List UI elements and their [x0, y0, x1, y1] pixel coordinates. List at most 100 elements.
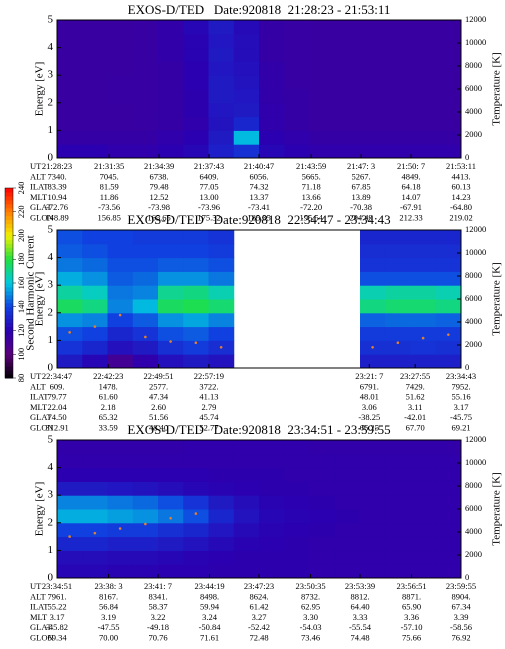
ephemeris-value: 3.17 — [50, 612, 65, 622]
ephemeris-value: 13.66 — [302, 192, 321, 202]
colorbar-swatch — [5, 314, 13, 320]
heatmap-cell — [57, 481, 83, 496]
heatmap-cell — [334, 495, 361, 510]
ephemeris-value: -52.42 — [248, 622, 270, 632]
ephemeris-value: 3.36 — [404, 612, 419, 622]
y-tick-label: 5 — [48, 224, 54, 236]
heatmap-cell — [57, 144, 83, 159]
heatmap-cell — [158, 130, 184, 145]
heatmap-cell — [233, 564, 260, 579]
heatmap-cell — [334, 509, 361, 524]
heatmap-cell — [183, 481, 209, 496]
heatmap-cell — [233, 89, 260, 104]
heatmap-cell — [284, 550, 310, 565]
ephemeris-value: 7429. — [406, 381, 425, 391]
ephemeris-value: 23:47:23 — [244, 581, 274, 591]
heatmap-cell — [132, 102, 159, 118]
heatmap-cell — [385, 509, 411, 524]
heatmap-cell — [233, 20, 260, 35]
ephemeris-value: 8341. — [148, 591, 167, 601]
heatmap-cell — [410, 116, 437, 131]
heatmap-cell — [284, 130, 310, 145]
heatmap-cell — [385, 130, 411, 145]
heatmap-cell — [410, 467, 437, 482]
heatmap-cell — [158, 144, 184, 159]
heatmap-cell — [309, 130, 336, 145]
ephemeris-value: 23:34:43 — [446, 371, 476, 381]
heatmap-cell — [410, 144, 437, 159]
heatmap-cell — [385, 89, 411, 104]
heatmap-cell — [385, 564, 411, 579]
ephemeris-value: 73.46 — [301, 632, 320, 642]
ephemeris-value: 3.33 — [353, 612, 368, 622]
heatmap-cell — [435, 467, 462, 482]
ephemeris-value: -73.96 — [198, 202, 220, 212]
heatmap-cell — [259, 522, 285, 538]
ephemeris-value: 7961. — [47, 591, 66, 601]
heatmap-cell — [208, 312, 235, 328]
heatmap-cell — [158, 102, 184, 118]
ephemeris-value: 7952. — [451, 381, 470, 391]
heatmap-cell — [360, 481, 386, 496]
heatmap-cell — [259, 564, 285, 579]
heatmap-cell — [107, 340, 134, 355]
heatmap-cell — [132, 47, 159, 62]
ephemeris-value: 74.50 — [47, 412, 66, 422]
heatmap-cell — [435, 20, 462, 35]
colorbar-swatch — [5, 195, 13, 201]
heatmap-cell — [158, 326, 184, 341]
y2-tick-label: 12000 — [465, 434, 486, 444]
heatmap-cell — [107, 536, 134, 551]
heatmap-cell — [284, 33, 310, 49]
heatmap-cell — [309, 481, 336, 496]
heatmap-cell — [183, 495, 209, 510]
ephemeris-value: 67.85 — [352, 182, 371, 192]
heatmap-cell — [158, 243, 184, 259]
colorbar-tick-label: 160 — [16, 277, 26, 290]
heatmap-cell — [82, 509, 108, 524]
heatmap-cell — [208, 61, 235, 76]
heatmap-cell — [410, 243, 437, 259]
heatmap-cell — [183, 509, 209, 524]
ephemeris-value: 23:38: 3 — [95, 581, 123, 591]
ephemeris-label: ILAT — [30, 602, 49, 612]
y2-tick-label: 4000 — [465, 316, 482, 326]
heatmap-cell — [107, 144, 134, 159]
y-axis-label: Energy [eV] — [34, 62, 46, 116]
heatmap-cell — [410, 130, 437, 145]
heatmap-cell — [259, 453, 285, 469]
heatmap-cell — [82, 144, 108, 159]
ephemeris-label: GLON — [30, 422, 54, 432]
heatmap-cell — [259, 75, 285, 90]
ephemeris-label: MLT — [30, 402, 48, 412]
ephemeris-value: 79.48 — [150, 182, 169, 192]
heatmap-cell — [334, 33, 361, 49]
ephemeris-label: UT — [30, 161, 42, 171]
ephemeris-value: 8904. — [451, 591, 470, 601]
ephemeris-value: 21:34:39 — [144, 161, 174, 171]
heatmap-cell — [158, 495, 184, 510]
heatmap-cell — [385, 144, 411, 159]
heatmap-cell — [208, 440, 235, 455]
heatmap-cell — [410, 257, 437, 272]
heatmap-cell — [410, 20, 437, 35]
heatmap-cell — [132, 144, 159, 159]
ephemeris-value: 70.00 — [99, 632, 118, 642]
colorbar-swatch — [5, 223, 13, 229]
y-tick-label: 2 — [48, 96, 54, 108]
heatmap-cell — [107, 564, 134, 579]
ephemeris-value: 185.35 — [247, 212, 270, 222]
ephemeris-value: 23:41: 7 — [144, 581, 172, 591]
heatmap-cell — [132, 271, 159, 286]
heatmap-cell — [410, 340, 437, 355]
heatmap-cell — [385, 354, 411, 369]
heatmap-cell — [259, 33, 285, 49]
heatmap-cell — [233, 130, 260, 145]
ephemeris-value: 22:34:47 — [42, 371, 72, 381]
ephemeris-value: 47.34 — [149, 392, 169, 402]
heatmap-cell — [82, 453, 108, 469]
heatmap-cell — [233, 144, 260, 159]
ephemeris-value: -45.82 — [46, 622, 68, 632]
heatmap-cell — [208, 550, 235, 565]
heatmap-cell — [57, 243, 83, 259]
